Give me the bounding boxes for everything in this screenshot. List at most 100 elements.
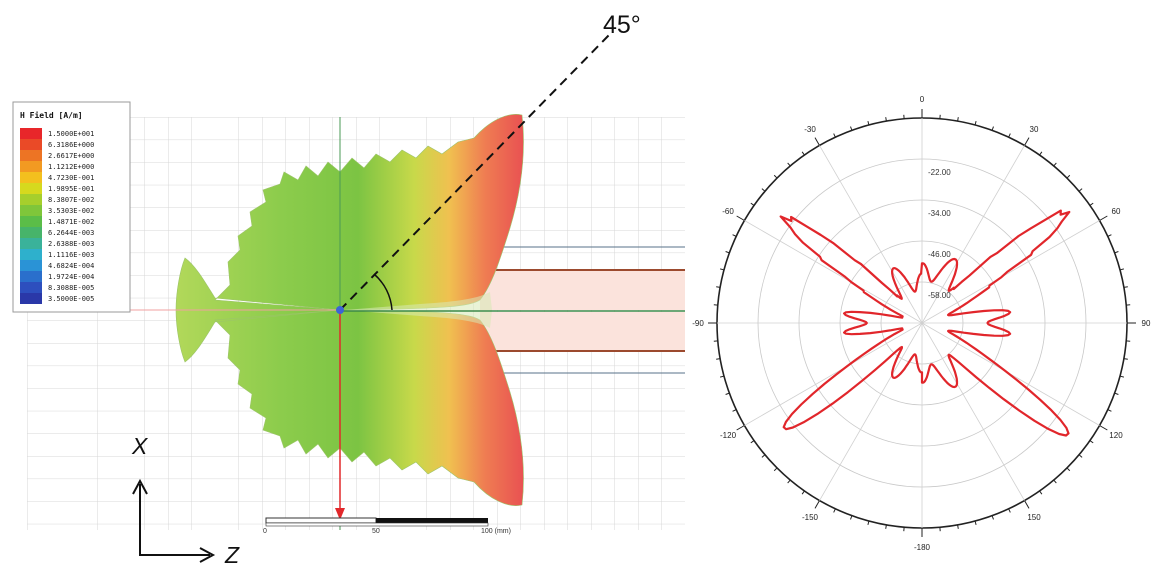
- polar-tick: [1114, 392, 1119, 395]
- legend-swatch: [20, 161, 42, 172]
- legend-label: 2.6388E-003: [48, 240, 94, 248]
- coordinate-axes: X Z: [131, 433, 240, 564]
- polar-tick: [1039, 151, 1043, 156]
- polar-tick: [1066, 174, 1071, 179]
- angle-annotation: 45°: [603, 11, 641, 39]
- legend-swatch: [20, 282, 42, 293]
- polar-spoke: [921, 220, 1100, 324]
- polar-radial-labels: -22.00 -34.00 -46.00 -58.00: [928, 168, 951, 300]
- polar-spoke: [744, 322, 923, 426]
- polar-tick: [833, 508, 836, 513]
- polar-tick: [1107, 234, 1112, 237]
- polar-tick: [1099, 215, 1108, 221]
- polar-tick: [1089, 202, 1094, 206]
- polar-tick: [850, 126, 853, 131]
- polar-tick: [773, 174, 778, 179]
- polar-tick: [885, 524, 887, 529]
- radiation-pattern-trace: [779, 209, 1071, 437]
- x-axis-label: X: [131, 433, 149, 459]
- angle-dashed-line: [339, 33, 611, 311]
- polar-tick: [761, 454, 766, 458]
- source-point: [336, 306, 344, 314]
- legend-label: 8.3807E-002: [48, 196, 94, 204]
- beam-band-lower: [480, 312, 685, 352]
- polar-tick: [1099, 425, 1108, 431]
- polar-tick: [1123, 286, 1128, 288]
- polar-tick: [1024, 500, 1030, 509]
- polar-tick: [991, 515, 994, 520]
- polar-tick: [1119, 375, 1125, 378]
- legend-swatch: [20, 139, 42, 150]
- polar-tick: [974, 120, 977, 126]
- polar-plot: 0 30 60 90 120 150 -180 -150 -120 -90 -60 -30 -22.0…: [692, 95, 1151, 552]
- scale-label-50: 50: [372, 528, 380, 535]
- scale-bar-outline: [265, 517, 377, 524]
- polar-angle-label: 150: [1027, 513, 1041, 522]
- polar-spoke: [819, 322, 923, 501]
- polar-tick: [732, 234, 737, 237]
- polar-radial-label: -46.00: [928, 250, 951, 259]
- field-core: [345, 292, 492, 328]
- polar-tick: [1008, 508, 1011, 513]
- polar-spoke: [819, 145, 923, 324]
- z-axis-label: Z: [224, 542, 240, 564]
- legend-swatch: [20, 227, 42, 238]
- legend-swatch: [20, 238, 42, 249]
- scale-label-100: 100 (mm): [481, 528, 511, 535]
- polar-tick: [885, 117, 887, 122]
- legend-label: 1.1116E-003: [48, 251, 94, 259]
- polar-tick: [1119, 268, 1125, 271]
- polar-tick: [1078, 188, 1083, 192]
- color-legend: H Field [A/m] 1.5000E+001 6.3186E+000 2.66…: [12, 101, 131, 313]
- polar-tick: [761, 188, 766, 192]
- red-arrow-head: [335, 508, 345, 520]
- polar-tick: [732, 409, 737, 412]
- polar-tick: [957, 117, 959, 122]
- polar-tick: [1123, 358, 1128, 360]
- polar-angle-label: -90: [692, 319, 704, 328]
- polar-angle-label: -30: [804, 125, 816, 134]
- polar-grid: [708, 109, 1136, 537]
- polar-tick: [1053, 162, 1057, 167]
- polar-spoke: [921, 322, 1025, 501]
- polar-angle-label: 60: [1112, 207, 1121, 216]
- legend-swatch: [20, 194, 42, 205]
- scale-bar-fill: [376, 518, 488, 523]
- legend-swatch: [20, 260, 42, 271]
- polar-tick: [719, 375, 725, 378]
- polar-tick: [750, 202, 755, 206]
- polar-tick: [1008, 133, 1011, 138]
- polar-tick: [801, 151, 805, 156]
- legend-entries: 1.5000E+001 6.3186E+000 2.6617E+000 1.1212E…: [20, 128, 94, 304]
- legend-label: 3.5000E-005: [48, 295, 94, 303]
- legend-swatch: [20, 216, 42, 227]
- polar-angle-label: -60: [722, 207, 734, 216]
- x-axis-arrow-head: [132, 478, 148, 495]
- polar-radial-label: -58.00: [928, 291, 951, 300]
- z-axis-arrow-head: [199, 547, 216, 563]
- polar-tick: [1053, 479, 1057, 484]
- polar-tick: [773, 467, 778, 472]
- legend-label: 6.2644E-003: [48, 229, 94, 237]
- polar-tick: [1114, 251, 1119, 254]
- legend-label: 6.3186E+000: [48, 141, 94, 149]
- legend-swatch: [20, 183, 42, 194]
- polar-tick: [736, 215, 745, 221]
- polar-tick: [1078, 454, 1083, 458]
- polar-tick: [867, 120, 870, 126]
- legend-swatch: [20, 128, 42, 139]
- angle-arc: [373, 273, 393, 311]
- scale-label-0: 0: [263, 528, 267, 535]
- polar-tick: [1066, 467, 1071, 472]
- legend-label: 3.5303E-002: [48, 207, 94, 215]
- polar-tick: [833, 133, 836, 138]
- polar-tick: [716, 286, 721, 288]
- legend-label: 4.7230E-001: [48, 174, 94, 182]
- polar-tick: [716, 358, 721, 360]
- polar-spoke: [921, 145, 1025, 324]
- legend-swatch: [20, 271, 42, 282]
- scale-bar: 0 50 100 (mm): [263, 517, 511, 535]
- polar-tick: [974, 520, 977, 526]
- polar-angle-label: 120: [1109, 431, 1123, 440]
